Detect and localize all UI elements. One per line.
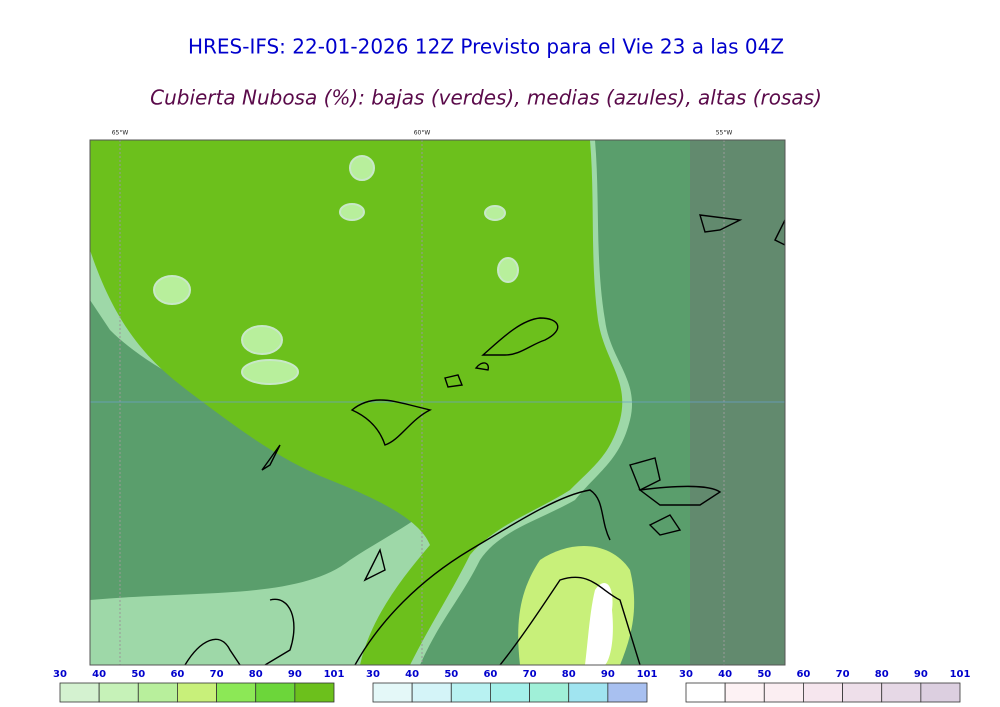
longitude-label: 65°W xyxy=(112,130,129,137)
colorbar-tick-label: 80 xyxy=(249,669,263,680)
colorbar-tick-label: 101 xyxy=(324,669,345,680)
colorbar-tick-label: 50 xyxy=(444,669,458,680)
colorbar-swatch xyxy=(607,682,648,703)
colorbar-swatch xyxy=(177,682,217,703)
colorbar-tick-label: 50 xyxy=(131,669,145,680)
coastline xyxy=(184,214,785,665)
colorbar-tick-label: 80 xyxy=(562,669,576,680)
colorbar-tick-label: 30 xyxy=(53,669,67,680)
colorbar-tick-label: 30 xyxy=(679,669,693,680)
colorbar-swatch xyxy=(920,682,961,703)
colorbar-swatch xyxy=(59,682,100,703)
longitude-label: 55°W xyxy=(716,130,733,137)
colorbar-tick-label: 70 xyxy=(523,669,537,680)
colorbar-swatch xyxy=(568,682,609,703)
colorbar-swatch xyxy=(372,682,413,703)
colorbar-swatch xyxy=(490,682,530,703)
colorbar-tick-label: 60 xyxy=(796,669,810,680)
colorbar-swatch xyxy=(216,682,257,703)
colorbar-swatch xyxy=(137,682,178,703)
colorbar-tick-label: 101 xyxy=(637,669,658,680)
colorbar-tick-label: 50 xyxy=(757,669,771,680)
colorbar-tick-label: 80 xyxy=(875,669,889,680)
clear-patch xyxy=(585,582,613,665)
colorbar-swatch xyxy=(842,682,883,703)
colorbar-tick-label: 90 xyxy=(914,669,928,680)
colorbar-swatch xyxy=(255,682,296,703)
colorbar-swatch xyxy=(98,682,139,703)
high-cloud-area xyxy=(690,140,785,665)
colorbar-tick-label: 90 xyxy=(601,669,615,680)
map xyxy=(89,139,786,666)
colorbar-swatch xyxy=(294,682,335,703)
colorbar-tick-label: 40 xyxy=(718,669,732,680)
colorbar-tick-label: 60 xyxy=(483,669,497,680)
longitude-label: 60°W xyxy=(414,130,431,137)
colorbar-tick-label: 70 xyxy=(836,669,850,680)
colorbar-swatch xyxy=(411,682,452,703)
title: HRES-IFS: 22-01-2026 12Z Previsto para e… xyxy=(188,35,784,59)
colorbar-swatch xyxy=(529,682,570,703)
low-cloud-area xyxy=(90,140,623,665)
colorbar-swatch xyxy=(763,682,804,703)
colorbar-swatch xyxy=(450,682,491,703)
colorbar-swatch xyxy=(881,682,922,703)
colorbar-tick-label: 30 xyxy=(366,669,380,680)
colorbar-tick-label: 90 xyxy=(288,669,302,680)
colorbar-swatch xyxy=(724,682,765,703)
colorbar-tick-label: 60 xyxy=(170,669,184,680)
colorbar-tick-label: 101 xyxy=(950,669,971,680)
colorbar-swatch xyxy=(803,682,843,703)
colorbar-swatch xyxy=(685,682,726,703)
colorbar-tick-label: 40 xyxy=(92,669,106,680)
colorbar-tick-label: 40 xyxy=(405,669,419,680)
subtitle: Cubierta Nubosa (%): bajas (verdes), med… xyxy=(150,86,822,110)
colorbar-tick-label: 70 xyxy=(210,669,224,680)
